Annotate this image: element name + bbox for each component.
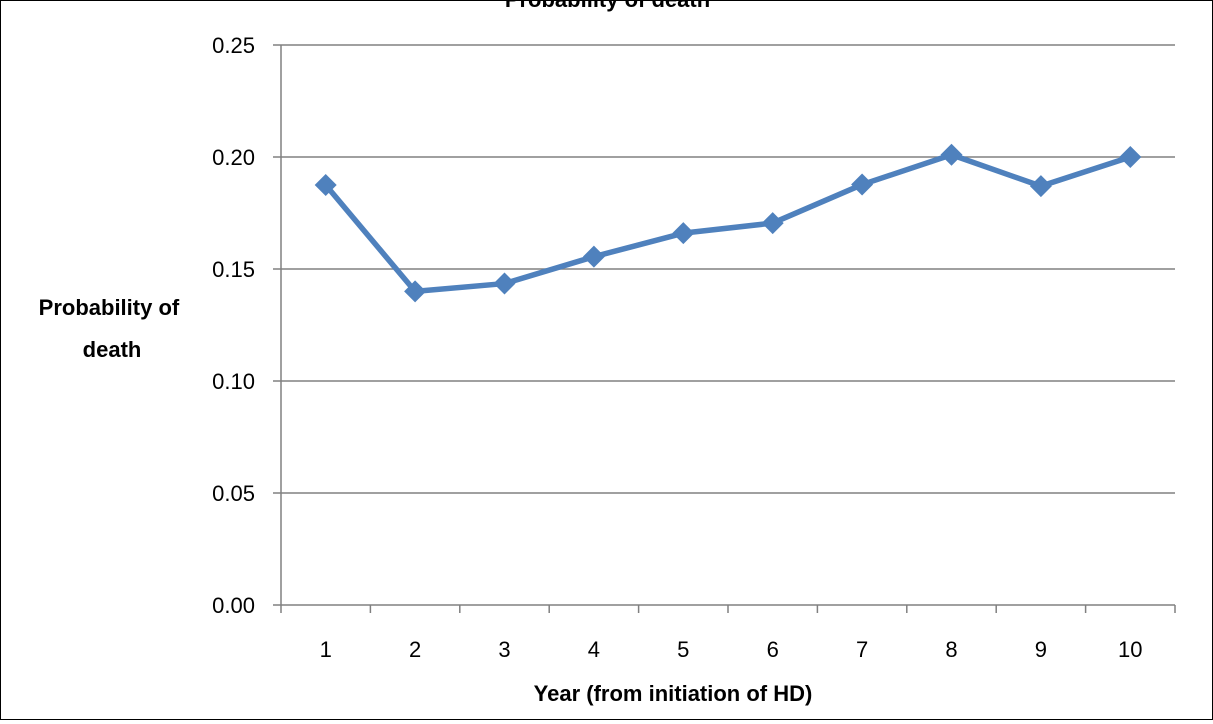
x-tick-label: 6 [767,637,779,662]
x-tick-label: 10 [1118,637,1142,662]
x-tick-label: 2 [409,637,421,662]
x-tick-label: 8 [945,637,957,662]
y-tick-label: 0.20 [212,145,255,170]
gridlines [281,44,1175,494]
data-point [851,173,874,196]
data-point [761,212,784,235]
x-tick-label: 5 [677,637,689,662]
x-axis-title: Year (from initiation of HD) [534,681,813,706]
x-tick-label: 7 [856,637,868,662]
data-point [404,280,427,303]
data-point [1029,175,1052,198]
y-tick-label: 0.00 [212,593,255,618]
y-tick-labels: 0.00 0.05 0.10 0.15 0.20 0.25 [212,33,255,618]
data-point [672,222,695,245]
axes [273,44,1176,613]
x-tick-label: 3 [498,637,510,662]
series-line [322,152,1134,295]
y-axis-title-line-1: Probability of [39,295,180,320]
y-axis-title: Probability of death [39,295,186,362]
x-tick-label: 9 [1035,637,1047,662]
y-tick-label: 0.10 [212,369,255,394]
x-tick-labels: 1 2 3 4 5 6 7 8 9 10 [320,637,1143,662]
series [314,143,1142,303]
data-point [493,272,516,295]
y-tick-label: 0.25 [212,33,255,58]
y-axis-title-line-2: death [83,337,142,362]
y-tick-label: 0.15 [212,257,255,282]
data-point [1119,146,1142,168]
data-point [940,143,963,166]
data-point [314,174,337,196]
x-tick-label: 1 [320,637,332,662]
data-point [582,245,605,268]
x-tick-label: 4 [588,637,600,662]
chart-title: Probability of death [1,0,1213,13]
y-tick-label: 0.05 [212,481,255,506]
